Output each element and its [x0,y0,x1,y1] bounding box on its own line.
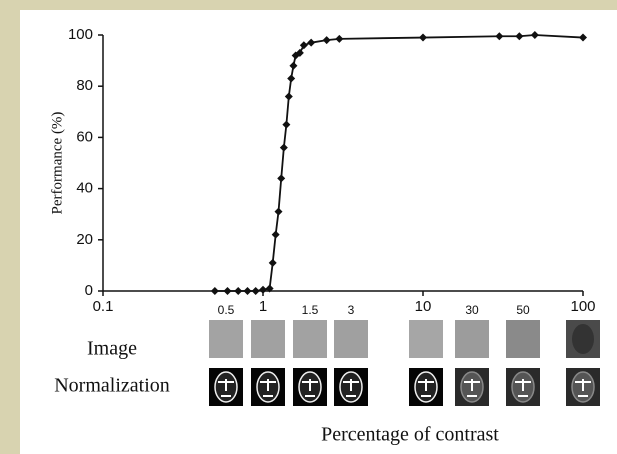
image-thumbnail [251,320,285,358]
thumbnail-label: 1.5 [302,303,319,317]
row-label: Normalization [54,375,170,397]
x-tick-label: 100 [570,298,595,315]
face [572,324,594,354]
thumbnail-label: 50 [516,303,530,317]
image-thumbnail [506,320,540,358]
y-tick-label: 40 [76,180,93,197]
y-tick-label: 80 [76,77,93,94]
x-tick-label: 1 [259,298,267,315]
row-label: Image [87,338,137,360]
image-thumbnail [209,320,243,358]
y-tick-label: 20 [76,231,93,248]
x-axis-label: Percentage of contrast [321,424,499,446]
image-thumbnail [409,320,443,358]
y-tick-label: 60 [76,128,93,145]
y-tick-label: 0 [85,282,93,299]
chart: Performance (%) Percentage of contrast I… [0,0,617,454]
image-thumbnail [334,320,368,358]
page: {"chart_data": {"type": "line", "y_label… [0,0,617,454]
thumbnail-label: 0.5 [218,303,235,317]
image-thumbnail [455,320,489,358]
image-thumbnail [293,320,327,358]
x-tick-label: 10 [415,298,432,315]
y-axis-label: Performance (%) [49,112,65,215]
thumbnail-label: 30 [465,303,479,317]
y-tick-label: 100 [68,26,93,43]
thumbnail-label: 3 [348,303,355,317]
x-tick-label: 0.1 [93,298,114,315]
